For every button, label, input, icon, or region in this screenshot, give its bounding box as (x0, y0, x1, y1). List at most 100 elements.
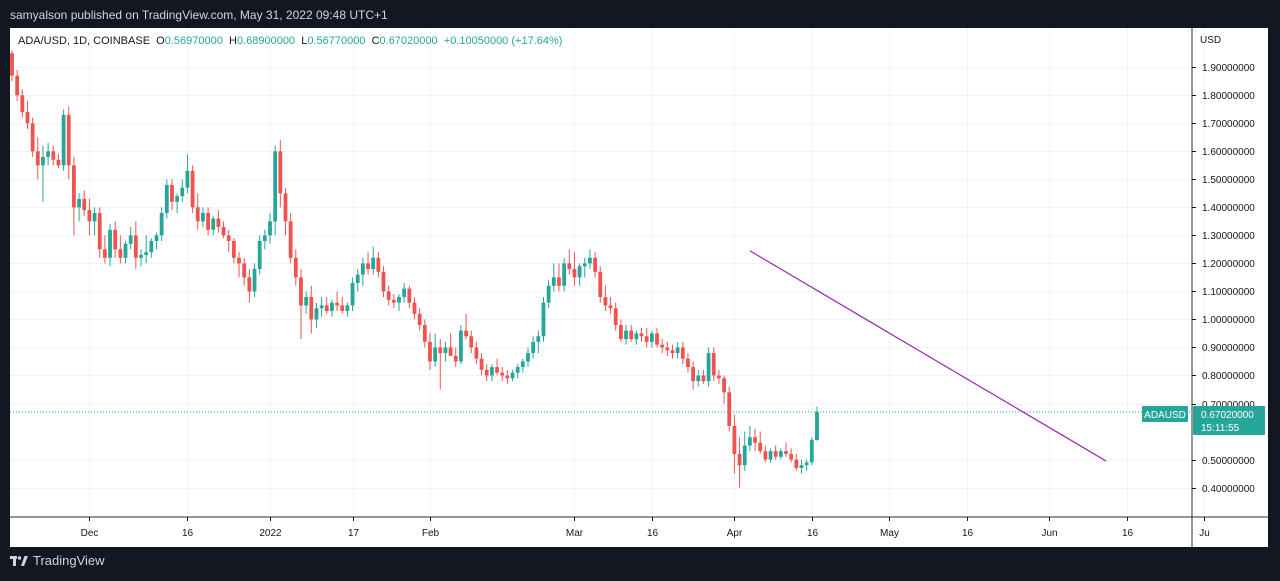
trendline[interactable] (749, 250, 1107, 462)
legend-high: 0.68900000 (236, 35, 296, 47)
candle (510, 369, 515, 382)
candle-body (170, 184, 174, 202)
tradingview-footer[interactable]: TradingView (10, 553, 105, 568)
candle (262, 229, 267, 250)
candle-body (350, 283, 355, 306)
candle-body (680, 347, 685, 359)
candle (598, 266, 603, 303)
candle-body (61, 114, 66, 166)
price-tick-label: 0.90000000 (1202, 343, 1255, 354)
candle-body (479, 358, 484, 370)
legend-high-label: H (228, 35, 237, 47)
candle (768, 448, 773, 463)
candle (133, 221, 138, 269)
price-tick-label: 1.70000000 (1202, 119, 1255, 130)
candle (46, 142, 51, 166)
time-tick-label: 16 (647, 528, 659, 539)
candle-body (624, 330, 628, 340)
candle (252, 263, 257, 298)
candle-body (572, 268, 577, 278)
candle-body (510, 372, 515, 379)
candle-body (319, 305, 324, 309)
candle-body (448, 347, 453, 356)
candle (479, 353, 484, 376)
candle (701, 369, 706, 384)
candle-body (164, 184, 169, 213)
price-tick-label: 0.50000000 (1202, 456, 1255, 467)
candle (51, 145, 56, 166)
candle (459, 325, 463, 365)
time-tick-label: 17 (348, 528, 360, 539)
candle (634, 330, 639, 345)
candle-body (201, 212, 205, 222)
price-tick-label: 1.40000000 (1202, 203, 1255, 214)
candle-body (495, 367, 499, 373)
candle-body (247, 277, 252, 292)
candle-body (789, 453, 794, 460)
candle (324, 297, 329, 314)
candle (247, 268, 252, 303)
candle-body (469, 336, 474, 348)
candle (242, 257, 247, 286)
candle (175, 193, 180, 213)
candle (608, 297, 613, 314)
candle-body (221, 226, 226, 236)
candle-body (794, 459, 799, 468)
candle (195, 193, 200, 230)
candle-body (582, 263, 587, 267)
price-tick-label: 1.50000000 (1202, 175, 1255, 186)
candle (737, 437, 742, 488)
candle-body (438, 347, 443, 354)
candle (386, 285, 391, 306)
price-tag-price: 0.67020000 (1201, 410, 1254, 421)
candle (717, 369, 721, 384)
candle (77, 193, 81, 222)
candle-body (149, 240, 154, 253)
candle-body (299, 277, 303, 306)
candle (288, 212, 293, 264)
candle (551, 263, 556, 292)
candle-body (309, 297, 314, 320)
candle-body (531, 341, 536, 354)
candle (799, 459, 804, 474)
candle-body (190, 170, 195, 208)
candle (237, 252, 241, 278)
candle (691, 361, 696, 390)
candle-body (603, 297, 608, 306)
candle (742, 431, 747, 471)
candle-body (92, 212, 97, 222)
time-axis: Dec 16 2022 17 Feb Mar 16 Apr 16 May 16 Jun 16 Ju (81, 517, 1210, 539)
candle (732, 414, 737, 474)
candle (453, 347, 458, 368)
candle-body (113, 229, 118, 250)
candle-body (737, 453, 742, 466)
candle (397, 294, 401, 312)
candle (402, 283, 407, 303)
candle-body (489, 367, 494, 376)
candle-body (46, 151, 51, 157)
candle (350, 277, 355, 312)
candle (665, 341, 670, 356)
candle-body (242, 263, 247, 278)
candle-body (10, 53, 14, 76)
price-tick-label: 0.80000000 (1202, 371, 1255, 382)
publish-bar: samyalson published on TradingView.com, … (0, 0, 1280, 28)
candle-body (588, 257, 592, 264)
candle-body (778, 451, 783, 457)
candle-body (732, 425, 737, 454)
candle-body (324, 305, 329, 312)
candle (660, 339, 665, 354)
candle-body (108, 229, 112, 258)
candle-body (701, 375, 706, 382)
candle-body (546, 285, 551, 303)
legend-low-label: L (301, 35, 308, 47)
candle (25, 100, 30, 129)
candle (531, 336, 536, 359)
candle (304, 291, 309, 314)
candle (30, 117, 35, 157)
candle (644, 327, 649, 348)
candle (417, 308, 422, 331)
candle-body (422, 325, 427, 342)
time-tick-label: 16 (1122, 528, 1134, 539)
